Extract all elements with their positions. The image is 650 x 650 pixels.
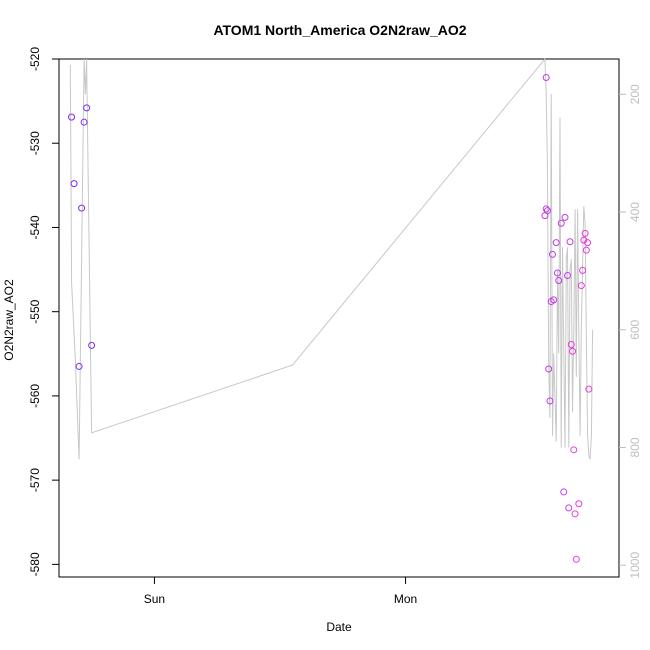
data-point <box>75 362 83 370</box>
data-point <box>569 347 577 355</box>
data-point <box>552 239 560 247</box>
data-point <box>70 180 78 188</box>
data-point <box>561 213 569 221</box>
data-point <box>553 269 561 277</box>
plot-frame <box>58 58 620 578</box>
data-point <box>546 397 554 405</box>
data-point <box>83 104 91 112</box>
data-point <box>570 446 578 454</box>
data-point <box>68 113 76 121</box>
data-point <box>542 74 550 82</box>
y-right-tick-label: 1000 <box>628 552 642 579</box>
y-axis-label: O2N2raw_AO2 <box>2 279 16 361</box>
data-point <box>550 296 558 304</box>
y-tick-label: -570 <box>28 468 42 492</box>
data-point <box>548 250 556 258</box>
y-tick-label: -540 <box>28 215 42 239</box>
chart-title: ATOM1 North_America O2N2raw_AO2 <box>213 22 466 38</box>
y-tick-label: -580 <box>28 552 42 576</box>
data-point <box>585 385 593 393</box>
x-tick-label: Mon <box>394 592 417 606</box>
data-point <box>555 277 563 285</box>
y-tick-label: -560 <box>28 384 42 408</box>
data-point <box>582 246 590 254</box>
data-point <box>577 282 585 290</box>
data-point <box>572 555 580 563</box>
y-right-tick-label: 800 <box>628 437 642 457</box>
data-point <box>545 365 553 373</box>
data-point <box>581 229 589 237</box>
data-point <box>543 207 551 215</box>
data-point <box>579 266 587 274</box>
y-tick-label: -530 <box>28 131 42 155</box>
y-tick-label: -520 <box>28 47 42 71</box>
data-point <box>88 341 96 349</box>
data-point <box>557 219 565 227</box>
plot-area: Sun Mon -520 -530 -540 -550 -560 -570 -580 200 400… <box>28 47 642 606</box>
data-point <box>560 488 568 496</box>
y-right-tick-label: 600 <box>628 319 642 339</box>
y-right-tick-label: 200 <box>628 84 642 104</box>
data-point <box>571 510 579 518</box>
data-point <box>584 239 592 247</box>
data-point <box>567 341 575 349</box>
data-point <box>542 205 550 213</box>
data-point <box>564 271 572 279</box>
data-point <box>80 118 88 126</box>
data-point <box>575 500 583 508</box>
x-axis-label: Date <box>326 620 352 634</box>
data-point <box>78 204 86 212</box>
y-right-tick-label: 400 <box>628 202 642 222</box>
data-point <box>565 504 573 512</box>
y-tick-label: -550 <box>28 299 42 323</box>
x-tick-label: Sun <box>144 592 165 606</box>
line-series-0 <box>69 57 594 460</box>
data-point <box>566 238 574 246</box>
